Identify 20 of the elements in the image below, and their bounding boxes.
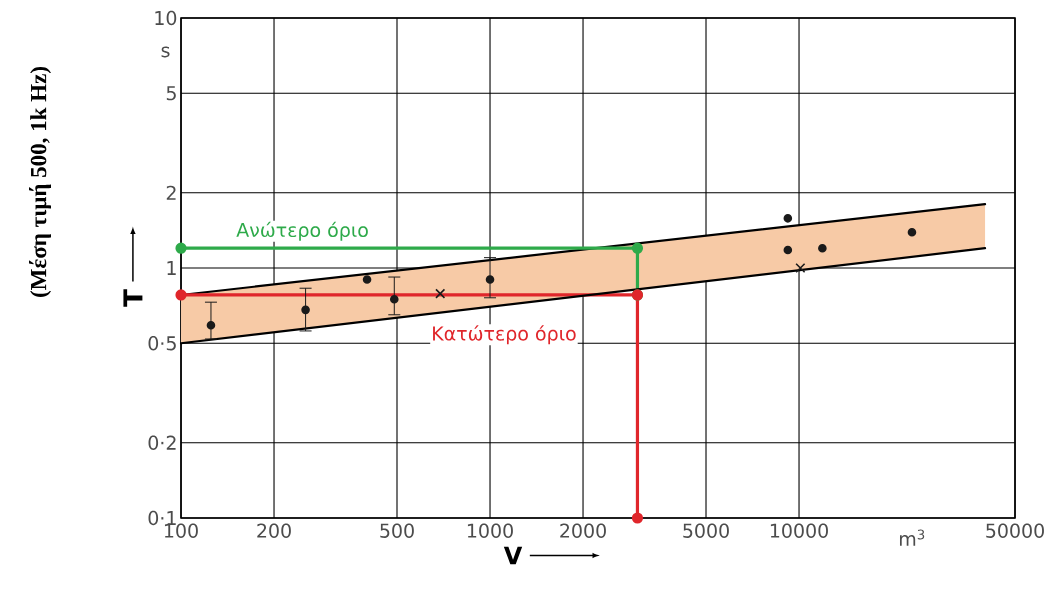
y-tick-label: 5	[166, 86, 176, 101]
y-tick-label: 0·2	[148, 435, 176, 450]
x-tick-label: 500	[380, 523, 414, 538]
x-axis-title: V	[503, 546, 523, 565]
annotation: Ανώτερο όριο	[236, 221, 368, 241]
text: s	[161, 46, 170, 58]
y-tick-label: 1	[167, 261, 176, 275]
x-tick-label: 10000	[770, 523, 828, 538]
y-tick-label: 10	[155, 10, 177, 26]
text: (Μέση τιμή 500, 1k Hz)	[29, 67, 51, 297]
x-tick-label: 1000	[467, 523, 513, 538]
x-tick-label: 200	[257, 523, 291, 538]
x-tick-label: 2000	[560, 523, 606, 538]
x-tick-label: 50000	[986, 523, 1044, 538]
y-axis-title: T	[123, 289, 143, 307]
y-tick-label: 0·5	[148, 336, 176, 351]
annotation: Κατώτερο όριο	[433, 325, 576, 345]
y-tick-label: 2	[166, 185, 176, 200]
text: m$^{3}$	[899, 529, 925, 546]
x-tick-label: 5000	[683, 523, 729, 538]
